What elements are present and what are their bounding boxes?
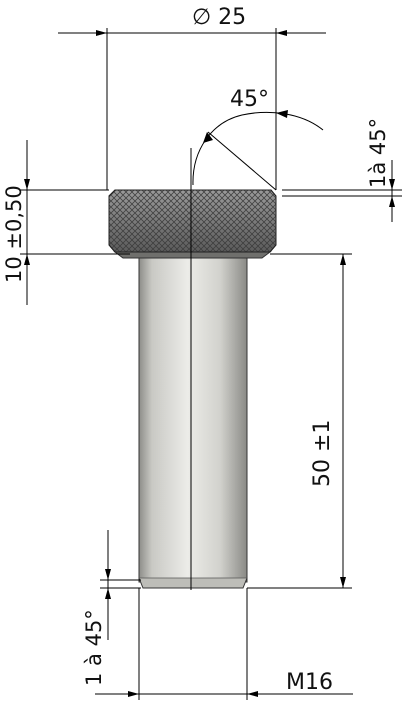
dimension-thread: M16 (95, 588, 353, 700)
thread-label: M16 (286, 670, 333, 695)
dimension-chamfer-top: 1à 45° (282, 118, 402, 222)
shank (138, 253, 248, 589)
chamfer-bottom-label: 1 à 45° (82, 609, 106, 686)
shank-length-label: 50 ±1 (310, 420, 335, 487)
head-underside (113, 251, 272, 259)
diameter-label: ∅ 25 (192, 5, 246, 30)
angle-label: 45° (230, 87, 269, 112)
knurled-head (108, 189, 277, 253)
dimension-diameter: ∅ 25 (58, 5, 326, 190)
dimension-shank-length: 50 ±1 (247, 253, 352, 589)
dimension-angle: 45° (192, 87, 324, 191)
chamfer-top-label: 1à 45° (366, 118, 390, 188)
dimension-chamfer-bottom: 1 à 45° (82, 530, 141, 686)
part-body (108, 148, 277, 590)
head-height-label: 10 ±0,50 (2, 185, 26, 283)
dimension-head-height: 10 ±0,50 (2, 140, 130, 305)
